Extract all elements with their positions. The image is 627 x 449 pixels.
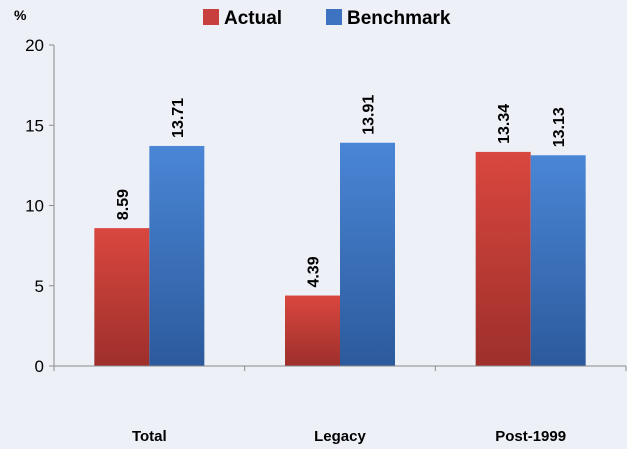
legend-swatch-benchmark [326,9,342,25]
axis-tick-marks [49,44,627,371]
x-category-label: Legacy [314,428,366,445]
bar-actual-legacy [285,295,340,366]
bar-actual-post-1999 [475,151,531,366]
legend: Actual Benchmark [203,8,451,29]
bar-actual-total [94,228,150,366]
y-axis-unit: % [14,7,27,23]
value-label: 13.13 [551,107,568,147]
y-tick-label: 10 [25,197,44,216]
bar-benchmark-legacy [340,142,395,366]
legend-swatch-actual [203,9,219,25]
value-label: 13.71 [170,98,187,138]
y-axis-ticks: 0 5 10 15 20 [25,36,44,376]
y-tick-label: 15 [25,116,44,135]
x-axis-labels: Total Legacy Post-1999 [132,428,566,445]
value-labels: 8.59 13.71 4.39 13.91 13.34 13.13 [115,95,568,288]
value-label: 13.91 [361,95,378,135]
bars [94,142,586,366]
value-label: 4.39 [306,256,323,287]
bar-benchmark-total [149,145,205,366]
legend-label-benchmark: Benchmark [347,8,451,29]
y-tick-label: 20 [25,36,44,55]
legend-label-actual: Actual [224,8,282,29]
x-category-label: Post-1999 [495,428,566,445]
x-category-label: Total [132,428,167,445]
value-label: 13.34 [496,104,513,144]
value-label: 8.59 [115,189,132,220]
bar-benchmark-post-1999 [530,155,586,366]
y-tick-label: 5 [35,277,44,296]
y-tick-label: 0 [35,357,44,376]
